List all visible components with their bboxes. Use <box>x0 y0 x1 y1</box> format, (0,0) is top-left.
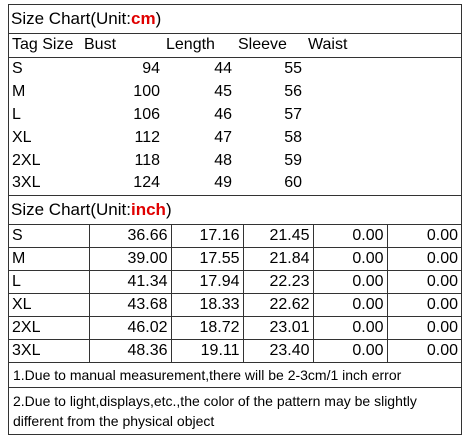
waist-value <box>305 172 461 196</box>
sleeve-value: 57 <box>284 105 302 123</box>
header-length: Length <box>163 34 235 58</box>
table-row: L 41.34 17.94 22.23 0.00 0.00 <box>9 270 461 294</box>
length-value: 17.55 <box>171 247 244 271</box>
bust-value: 39.00 <box>89 247 172 271</box>
waist-value: 0.00 <box>313 270 388 294</box>
size-label: L <box>9 270 90 294</box>
note-color-difference: 2.Due to light,displays,etc.,the color o… <box>9 388 461 435</box>
table-row: M 100 45 56 <box>9 80 461 103</box>
size-label: S <box>9 224 90 248</box>
bust-value: 46.02 <box>89 316 172 340</box>
table-row: S 36.66 17.16 21.45 0.00 0.00 <box>9 224 461 248</box>
header-tag-size: Tag Size <box>9 34 81 58</box>
cm-size-table: Tag Size Bust Length Sleeve Waist S 94 4… <box>9 34 461 196</box>
cm-section-title: Size Chart(Unit:cm) <box>9 5 461 34</box>
waist-value <box>305 80 461 103</box>
table-row: L 106 46 57 <box>9 103 461 126</box>
length-value: 47 <box>214 128 232 146</box>
length-value: 44 <box>214 59 232 77</box>
sleeve-value: 22.23 <box>243 270 314 294</box>
waist-value <box>305 149 461 172</box>
length-value: 45 <box>214 82 232 100</box>
bust-value: 100 <box>133 82 160 100</box>
bust-value: 36.66 <box>89 224 172 248</box>
sleeve-value: 55 <box>284 59 302 77</box>
table-row: 2XL 118 48 59 <box>9 149 461 172</box>
sleeve-value: 60 <box>235 172 305 196</box>
length-value: 18.33 <box>171 293 244 317</box>
inch-section-title: Size Chart(Unit:inch) <box>9 196 461 225</box>
extra-value: 0.00 <box>387 247 461 271</box>
bust-value: 48.36 <box>89 339 172 363</box>
size-label: XL <box>12 128 32 146</box>
inch-unit-label: inch <box>130 199 166 219</box>
header-sleeve: Sleeve <box>235 34 305 58</box>
cm-unit-label: cm <box>130 9 156 28</box>
table-row: S 94 44 55 <box>9 57 461 80</box>
table-row: 3XL 48.36 19.11 23.40 0.00 0.00 <box>9 339 461 363</box>
size-label: 2XL <box>9 316 90 340</box>
waist-value <box>305 126 461 149</box>
bust-value: 94 <box>142 59 160 77</box>
length-value: 48 <box>214 151 232 169</box>
sleeve-value: 58 <box>284 128 302 146</box>
size-label: 3XL <box>9 172 81 196</box>
length-value: 17.16 <box>171 224 244 248</box>
size-label: M <box>12 82 26 100</box>
length-value: 17.94 <box>171 270 244 294</box>
length-value: 18.72 <box>171 316 244 340</box>
bust-value: 118 <box>134 151 160 169</box>
sleeve-value: 59 <box>284 151 302 169</box>
size-label: 2XL <box>12 151 41 169</box>
bust-value: 112 <box>134 128 160 146</box>
cm-header-row: Tag Size Bust Length Sleeve Waist <box>9 34 461 58</box>
bust-value: 124 <box>81 172 163 196</box>
waist-value: 0.00 <box>313 293 388 317</box>
waist-value: 0.00 <box>313 316 388 340</box>
size-label: L <box>12 105 21 123</box>
table-row: 3XL 124 49 60 <box>9 172 461 196</box>
bust-value: 41.34 <box>89 270 172 294</box>
length-value: 46 <box>214 105 232 123</box>
sleeve-value: 21.84 <box>243 247 314 271</box>
note-measurement-error: 1.Due to manual measurement,there will b… <box>9 363 461 388</box>
table-row: XL 43.68 18.33 22.62 0.00 0.00 <box>9 293 461 317</box>
waist-value <box>305 57 461 80</box>
extra-value: 0.00 <box>387 270 461 294</box>
header-waist: Waist <box>305 34 461 58</box>
size-chart-sheet: Size Chart(Unit:cm) Tag Size Bust Length… <box>8 4 462 435</box>
bust-value: 43.68 <box>89 293 172 317</box>
table-row: M 39.00 17.55 21.84 0.00 0.00 <box>9 247 461 271</box>
sleeve-value: 56 <box>284 82 302 100</box>
extra-value: 0.00 <box>387 339 461 363</box>
table-row: 2XL 46.02 18.72 23.01 0.00 0.00 <box>9 316 461 340</box>
sleeve-value: 23.40 <box>243 339 314 363</box>
waist-value: 0.00 <box>313 247 388 271</box>
table-row: XL 112 47 58 <box>9 126 461 149</box>
extra-value: 0.00 <box>387 293 461 317</box>
header-bust: Bust <box>81 34 163 58</box>
extra-value: 0.00 <box>387 224 461 248</box>
sleeve-value: 23.01 <box>243 316 314 340</box>
length-value: 49 <box>163 172 235 196</box>
waist-value: 0.00 <box>313 339 388 363</box>
sleeve-value: 22.62 <box>243 293 314 317</box>
length-value: 19.11 <box>171 339 244 363</box>
size-label: 3XL <box>9 339 90 363</box>
size-label: XL <box>9 293 90 317</box>
size-label: S <box>12 59 23 77</box>
waist-value: 0.00 <box>313 224 388 248</box>
inch-size-table: S 36.66 17.16 21.45 0.00 0.00 M 39.00 17… <box>9 224 461 363</box>
waist-value <box>305 103 461 126</box>
extra-value: 0.00 <box>387 316 461 340</box>
sleeve-value: 21.45 <box>243 224 314 248</box>
bust-value: 106 <box>133 105 160 123</box>
size-label: M <box>9 247 90 271</box>
